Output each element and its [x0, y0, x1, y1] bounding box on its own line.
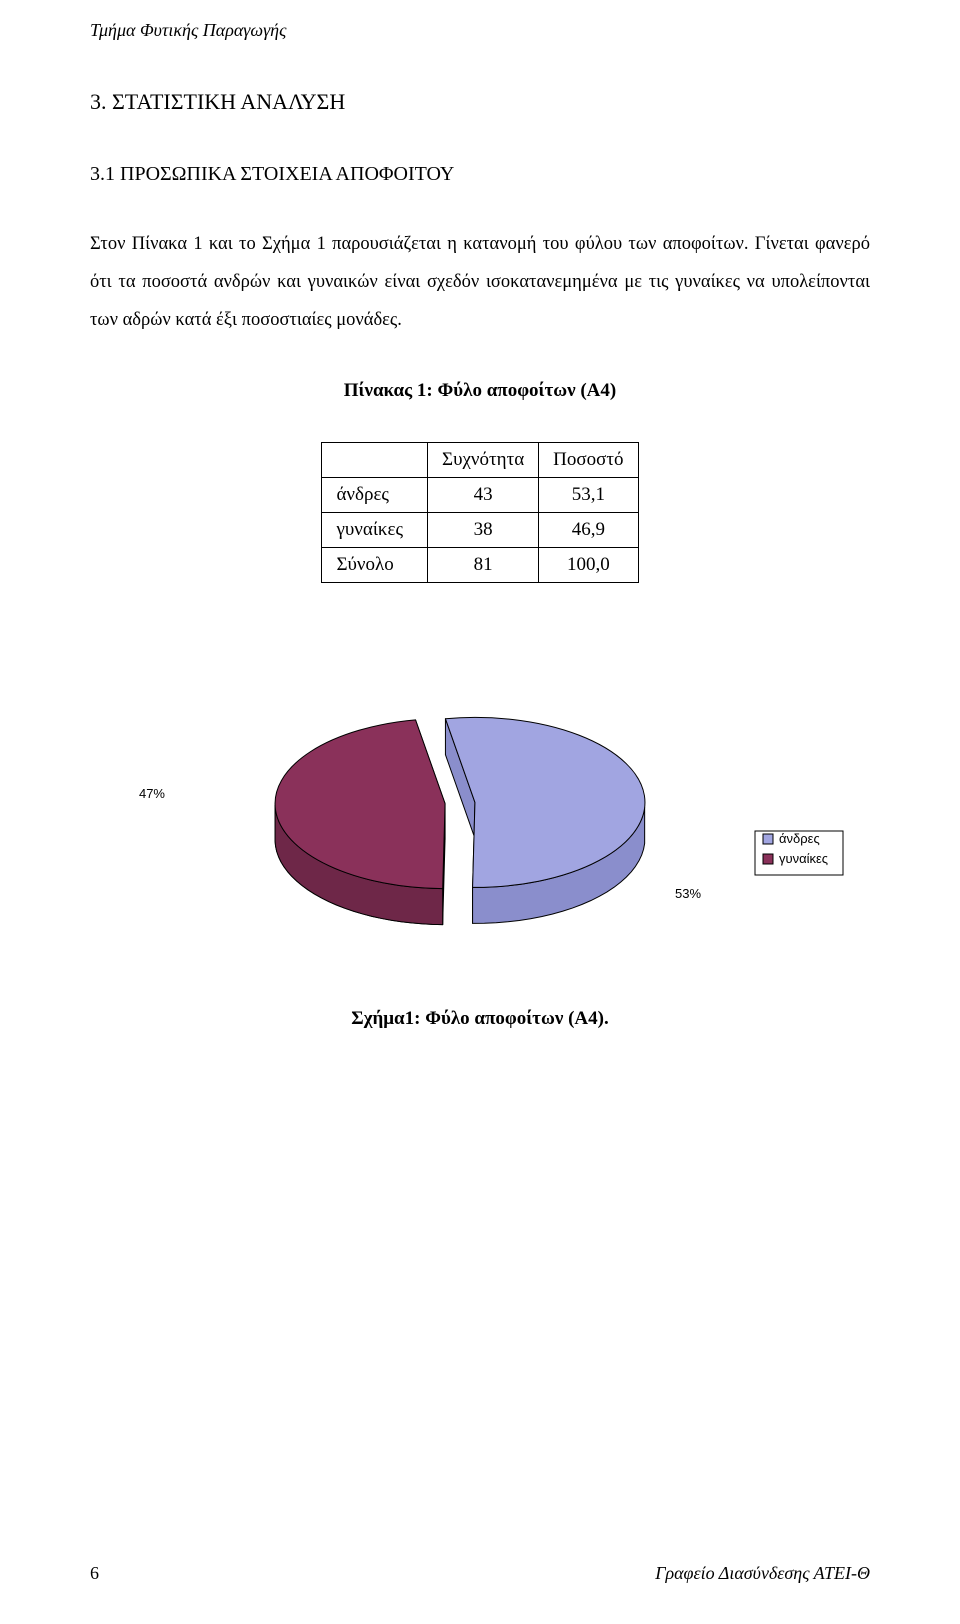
page-number: 6 [90, 1563, 99, 1584]
table-cell: 43 [428, 477, 539, 512]
table-header-cell: Ποσοστό [539, 442, 638, 477]
subsection-title: 3.1 ΠΡΟΣΩΠΙΚΑ ΣΤΟΙΧΕΙΑ ΑΠΟΦΟΙΤΟΥ [90, 163, 870, 186]
document-page: Τμήμα Φυτικής Παραγωγής 3. ΣΤΑΤΙΣΤΙΚΗ ΑΝ… [0, 0, 960, 1624]
body-paragraph: Στον Πίνακα 1 και το Σχήμα 1 παρουσιάζετ… [90, 226, 870, 340]
pie-chart: 47% 53% άνδρες γυναίκες Σχήμα1: Φύλο αποφοί… [100, 663, 860, 1030]
table-row: άνδρες 43 53,1 [322, 477, 638, 512]
table-cell: 38 [428, 512, 539, 547]
table-cell: γυναίκες [322, 512, 428, 547]
section-title: 3. ΣΤΑΤΙΣΤΙΚΗ ΑΝΑΛΥΣΗ [90, 89, 870, 115]
table-cell: 46,9 [539, 512, 638, 547]
table-cell: 81 [428, 547, 539, 582]
table-cell: άνδρες [322, 477, 428, 512]
pie-chart-svg: 47% 53% άνδρες γυναίκες [100, 663, 860, 983]
footer-right-text: Γραφείο Διασύνδεσης ΑΤΕΙ-Θ [655, 1563, 870, 1584]
table-row: γυναίκες 38 46,9 [322, 512, 638, 547]
department-header: Τμήμα Φυτικής Παραγωγής [90, 20, 870, 41]
svg-text:53%: 53% [675, 886, 701, 901]
svg-text:γυναίκες: γυναίκες [779, 851, 828, 866]
table-header-cell: Συχνότητα [428, 442, 539, 477]
table-cell: 100,0 [539, 547, 638, 582]
table-header-cell [322, 442, 428, 477]
svg-text:47%: 47% [139, 786, 165, 801]
table-cell: Σύνολο [322, 547, 428, 582]
gender-table: Συχνότητα Ποσοστό άνδρες 43 53,1 γυναίκε… [321, 442, 638, 583]
svg-text:άνδρες: άνδρες [779, 831, 820, 846]
table-title: Πίνακας 1: Φύλο αποφοίτων (Α4) [90, 380, 870, 402]
chart-caption: Σχήμα1: Φύλο αποφοίτων (Α4). [100, 1008, 860, 1030]
table-cell: 53,1 [539, 477, 638, 512]
page-footer: 6 Γραφείο Διασύνδεσης ΑΤΕΙ-Θ [90, 1563, 870, 1584]
table-header-row: Συχνότητα Ποσοστό [322, 442, 638, 477]
table-row: Σύνολο 81 100,0 [322, 547, 638, 582]
